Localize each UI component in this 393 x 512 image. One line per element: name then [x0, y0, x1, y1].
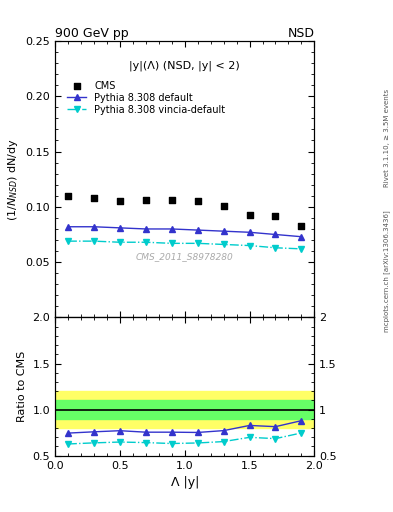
Pythia 8.308 vincia-default [195, 240, 200, 246]
Legend: CMS, Pythia 8.308 default, Pythia 8.308 vincia-default: CMS, Pythia 8.308 default, Pythia 8.308 … [65, 79, 227, 117]
CMS [246, 210, 253, 219]
X-axis label: Λ |y|: Λ |y| [171, 476, 199, 489]
Pythia 8.308 vincia-default [143, 239, 148, 245]
CMS [169, 196, 175, 204]
CMS [220, 202, 227, 210]
Pythia 8.308 vincia-default [169, 240, 174, 246]
Pythia 8.308 default [169, 226, 174, 232]
Text: Rivet 3.1.10, ≥ 3.5M events: Rivet 3.1.10, ≥ 3.5M events [384, 89, 390, 187]
Text: |y|(Λ) (NSD, |y| < 2): |y|(Λ) (NSD, |y| < 2) [129, 60, 240, 71]
Pythia 8.308 default [195, 227, 200, 233]
Pythia 8.308 vincia-default [299, 246, 304, 252]
Pythia 8.308 default [273, 231, 278, 238]
Pythia 8.308 vincia-default [118, 239, 122, 245]
Pythia 8.308 default [299, 233, 304, 240]
CMS [117, 197, 123, 205]
CMS [195, 197, 201, 205]
Y-axis label: Ratio to CMS: Ratio to CMS [17, 351, 27, 422]
Pythia 8.308 vincia-default [247, 243, 252, 249]
Pythia 8.308 vincia-default [66, 238, 70, 244]
CMS [272, 211, 279, 220]
Pythia 8.308 default [118, 225, 122, 231]
CMS [298, 222, 305, 230]
Bar [55, 400, 314, 419]
Bar [55, 391, 314, 428]
Pythia 8.308 default [143, 226, 148, 232]
CMS [91, 194, 97, 202]
CMS [143, 196, 149, 204]
Line: Pythia 8.308 default: Pythia 8.308 default [65, 224, 304, 240]
Y-axis label: $(1/N_{NSD})$ dN/dy: $(1/N_{NSD})$ dN/dy [6, 138, 20, 221]
Text: CMS_2011_S8978280: CMS_2011_S8978280 [136, 252, 233, 261]
Pythia 8.308 default [66, 224, 70, 230]
Pythia 8.308 vincia-default [92, 238, 96, 244]
Text: mcplots.cern.ch [arXiv:1306.3436]: mcplots.cern.ch [arXiv:1306.3436] [384, 210, 391, 332]
Line: Pythia 8.308 vincia-default: Pythia 8.308 vincia-default [65, 239, 304, 252]
Pythia 8.308 default [221, 228, 226, 234]
Text: NSD: NSD [287, 27, 314, 40]
Pythia 8.308 vincia-default [273, 245, 278, 251]
CMS [65, 191, 71, 200]
Pythia 8.308 default [247, 229, 252, 236]
Text: 900 GeV pp: 900 GeV pp [55, 27, 129, 40]
Pythia 8.308 default [92, 224, 96, 230]
Pythia 8.308 vincia-default [221, 241, 226, 247]
